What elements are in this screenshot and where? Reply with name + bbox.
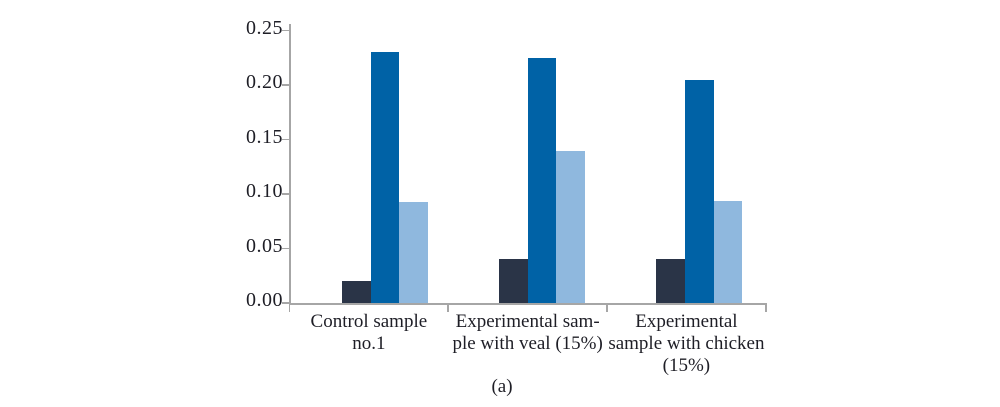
y-tick-0.10 [281,193,291,195]
category-label-line: ple with veal (15%) [452,333,603,354]
bar-dark-navy-series-category-2 [499,259,528,303]
y-tick-label: 0.20 [246,71,283,93]
bar-medium-blue-series-category-2 [527,57,557,303]
y-tick-0.05 [281,247,291,250]
y-tick-label: 0.00 [246,289,283,311]
category-label-line: (15%) [662,355,711,376]
y-tick-0.20 [281,84,291,86]
y-tick-0.25 [281,29,291,32]
x-boundary-tick [606,303,608,312]
x-axis-line [289,303,766,305]
bar-dark-navy-series-category-3 [656,259,685,303]
y-tick-label: 0.10 [246,180,283,202]
category-label-line: Experimental sam- [455,311,600,332]
y-axis-line [289,24,291,305]
bar-light-blue-series-category-1 [399,201,429,303]
y-tick-label: 0.25 [246,16,283,39]
x-boundary-tick [765,303,767,312]
category-label-2: Experimental sam-ple with veal (15%) [438,311,618,355]
bar-medium-blue-series-category-3 [685,79,714,303]
category-label-1: Control sample no.1 [279,311,459,355]
y-tick-0.15 [281,138,291,141]
bar-light-blue-series-category-2 [556,151,586,303]
category-label-line: no.1 [352,333,386,354]
x-boundary-tick [447,303,450,312]
y-tick-label: 0.05 [246,234,283,257]
bar-dark-navy-series-category-1 [342,281,371,303]
bar-light-blue-series-category-3 [713,200,743,303]
category-label-3: Experimental sample with chicken (15%) [596,311,776,377]
subfigure-caption: (a) [491,376,513,397]
category-label-line: Experimental [635,311,738,332]
bar-medium-blue-series-category-1 [370,52,400,303]
category-label-line: Control sample [310,311,428,332]
y-tick-label: 0.15 [246,125,283,148]
category-label-line: sample with chicken [608,333,765,354]
x-boundary-tick [288,303,291,312]
y-tick-0.00 [281,302,291,304]
